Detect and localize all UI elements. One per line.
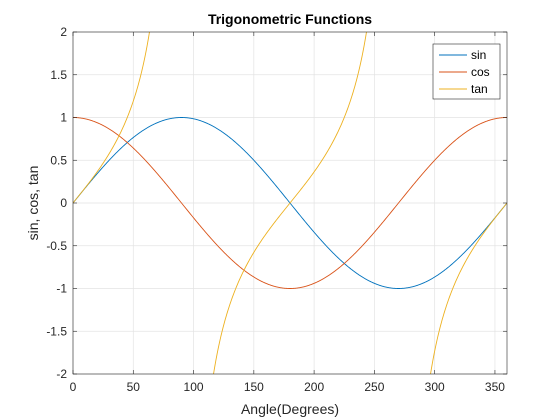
y-tick-label: -2 (56, 367, 67, 381)
y-tick-label: 1.5 (50, 68, 67, 82)
series-lines (73, 32, 507, 374)
series-line-cos (73, 117, 507, 289)
x-tick-label: 100 (184, 380, 204, 394)
legend: sin cos tan (432, 43, 501, 100)
x-tick-label: 300 (425, 380, 445, 394)
x-tick-label: 350 (485, 380, 505, 394)
series-line-tan (73, 32, 507, 374)
x-tick-label: 150 (244, 380, 264, 394)
y-tick-label: -1 (56, 282, 67, 296)
x-tick-label: 0 (70, 380, 77, 394)
y-tick-label: 0.5 (50, 153, 67, 167)
legend-label-sin: sin (471, 48, 486, 62)
x-tick-label: 50 (127, 380, 141, 394)
x-tick-label: 250 (364, 380, 384, 394)
x-tick-label: 200 (304, 380, 324, 394)
legend-label-cos: cos (471, 65, 490, 79)
y-tick-label: -0.5 (46, 239, 67, 253)
chart-title: Trigonometric Functions (208, 11, 372, 27)
y-axis-label: sin, cos, tan (25, 166, 41, 241)
y-tick-label: 0 (60, 196, 67, 210)
axis-ticks: 0 50 100 150 200 250 300 350 -2 -1.5 -1 -0.5 0 0.5 1 1.… (46, 25, 507, 394)
y-tick-label: -1.5 (46, 324, 67, 338)
y-tick-label: 2 (60, 25, 67, 39)
legend-label-tan: tan (471, 82, 488, 96)
y-tick-label: 1 (60, 111, 67, 125)
x-axis-label: Angle(Degrees) (241, 401, 339, 417)
